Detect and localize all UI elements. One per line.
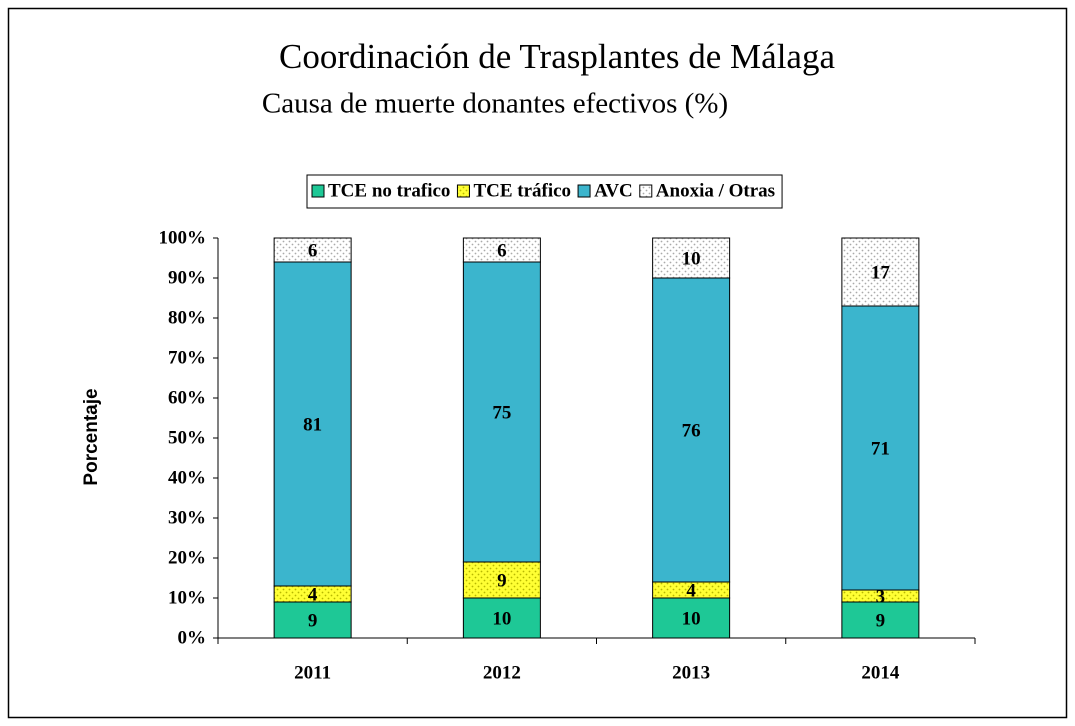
bar-segment	[273, 237, 352, 263]
y-tick-label: 40%	[168, 467, 206, 488]
y-tick-label: 70%	[168, 347, 206, 368]
bar-segment	[652, 597, 731, 639]
data-label: 10	[682, 608, 701, 629]
x-tick-label: 2012	[483, 662, 521, 683]
data-label: 75	[492, 402, 511, 423]
legend-label: AVC	[594, 180, 633, 201]
data-label: 10	[682, 248, 701, 269]
y-tick-label: 0%	[178, 627, 207, 648]
bar-segment	[462, 597, 541, 639]
legend-swatch	[311, 184, 325, 198]
bar-segment	[841, 305, 920, 591]
legend-label: Anoxia / Otras	[656, 180, 775, 201]
x-tick-label: 2013	[672, 662, 710, 683]
y-tick-label: 50%	[168, 427, 206, 448]
data-label: 9	[497, 570, 507, 591]
chart-subtitle: Causa de muerte donantes efectivos (%)	[262, 88, 728, 120]
bar-segment	[841, 601, 920, 639]
legend-label: TCE no trafico	[328, 180, 450, 201]
bar-segment	[462, 237, 541, 263]
data-label: 10	[492, 608, 511, 629]
y-tick-label: 80%	[168, 307, 206, 328]
data-label: 3	[876, 586, 886, 607]
x-tick-label: 2014	[861, 662, 900, 683]
bar-segment	[652, 277, 731, 583]
data-label: 17	[871, 262, 891, 283]
bar-segment	[462, 561, 541, 599]
data-label: 76	[682, 420, 701, 441]
bar-segment	[273, 261, 352, 587]
chart-title: Coordinación de Trasplantes de Málaga	[279, 37, 835, 76]
data-label: 4	[686, 580, 696, 601]
legend-swatch	[456, 184, 470, 198]
bar-segment	[462, 261, 541, 563]
data-label: 4	[308, 584, 318, 605]
y-tick-label: 100%	[159, 227, 207, 248]
legend-box	[306, 174, 783, 209]
legend-swatch	[577, 184, 591, 198]
y-tick-label: 30%	[168, 507, 206, 528]
legend-label: TCE tráfico	[473, 180, 571, 201]
data-label: 6	[497, 240, 507, 261]
y-tick-label: 10%	[168, 587, 206, 608]
data-label: 9	[308, 610, 318, 631]
bar-segment	[841, 237, 920, 307]
y-tick-label: 90%	[168, 267, 206, 288]
data-label: 6	[308, 240, 318, 261]
data-label: 81	[303, 414, 322, 435]
data-label: 9	[876, 610, 886, 631]
y-axis-label: Porcentaje	[81, 388, 102, 485]
legend-swatch	[639, 184, 653, 198]
data-label: 71	[871, 438, 890, 459]
y-tick-label: 60%	[168, 387, 206, 408]
bar-segment	[652, 237, 731, 279]
y-tick-label: 20%	[168, 547, 206, 568]
x-tick-label: 2011	[294, 662, 331, 683]
